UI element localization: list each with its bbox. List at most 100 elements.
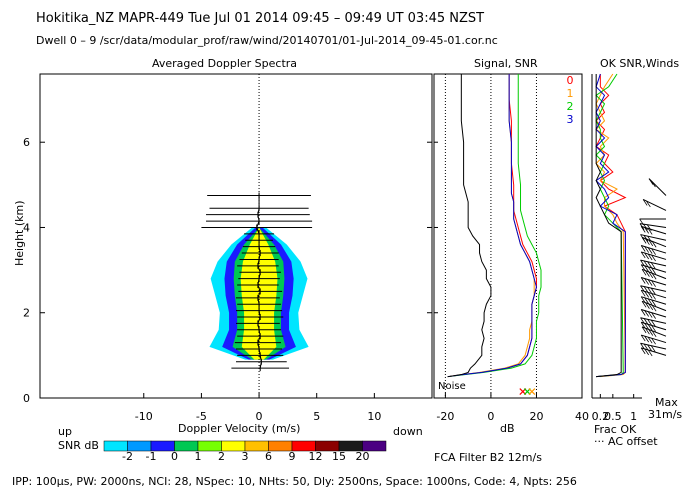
snr-title: Signal, SNR (474, 57, 538, 70)
spectra-panel: -10 -5 0 5 10 0 2 4 6 (23, 73, 433, 423)
wind-barb-shaft (639, 223, 667, 228)
wind-barb-shaft (641, 321, 667, 331)
wind-barb-feather (640, 264, 646, 271)
wind-barb-feather (647, 247, 653, 254)
wind-barb-feather (640, 334, 646, 342)
wind-barb-feather (647, 279, 653, 286)
ok-series-line (595, 73, 626, 378)
colorbar-tick-label: -1 (146, 450, 157, 463)
snr-x-tick-label: -20 (436, 410, 454, 423)
wind-barb-feather (645, 302, 650, 309)
wind-barb-feather (651, 293, 656, 300)
wind-barb-feather (640, 343, 645, 350)
wind-barb-shaft (641, 251, 667, 260)
wind-barb-feather (640, 309, 646, 316)
wind-barb-feather (651, 337, 656, 345)
wind-barb-feather (644, 335, 649, 343)
snr-series-line (447, 74, 492, 378)
wind-barb-feather (650, 345, 656, 352)
snr-frame (433, 73, 583, 399)
wind-barb-feather (651, 280, 656, 287)
wind-barb-feather (640, 290, 646, 297)
colorbar-tick-label: 2 (218, 450, 225, 463)
y-tick-label: 4 (23, 221, 30, 234)
colorbar: -2 -1 0 1 2 3 6 9 12 15 20 (103, 440, 387, 463)
legend-entry: 2 (567, 100, 574, 113)
ac-offset-label: ··· AC offset (594, 435, 658, 448)
wind-barb-feather (643, 318, 649, 325)
wind-barb-feather (647, 287, 652, 294)
snr-panel: -20 0 20 40 (433, 73, 589, 423)
wind-barb-feather (647, 292, 653, 299)
wind-barb-shaft (641, 289, 667, 299)
snr-series-line (447, 74, 542, 378)
plot-title: Hokitika_NZ MAPR-449 Tue Jul 01 2014 09:… (36, 11, 485, 26)
wind-barb-feather (644, 297, 649, 304)
wind-barb-feather (646, 224, 652, 231)
wind-barb-shaft (641, 296, 667, 305)
wind-barb-feather (651, 312, 656, 319)
wind-barb-feather (647, 298, 653, 306)
wind-barb-feather (640, 251, 646, 259)
wind-barb-feather (651, 180, 656, 188)
x-tick-label: -10 (135, 410, 153, 423)
wind-barb-feather (645, 238, 650, 245)
colorbar-tick-label: 9 (289, 450, 296, 463)
colorbar-tick-label: 20 (356, 450, 370, 463)
ok-x-tick-label: 0.2 (592, 410, 610, 423)
wind-barbs (639, 178, 667, 357)
wind-barb-feather (640, 322, 646, 329)
wind-barb-feather (648, 239, 654, 247)
noise-marker (528, 388, 536, 396)
snr-x-tick-label: 0 (487, 410, 494, 423)
wind-barb-feather (648, 271, 654, 279)
y-axis-label: Height (km) (13, 200, 26, 266)
wind-barb-feather (641, 301, 647, 308)
wind-barb-feather (645, 270, 650, 277)
wind-barb-shaft (641, 347, 667, 356)
wind-barb-feather (644, 246, 649, 253)
ok-series-line (595, 73, 624, 378)
direction-up-label: up (58, 425, 72, 438)
wind-barb-feather (644, 227, 649, 234)
wind-barb-feather (642, 199, 648, 206)
wind-barb-feather (640, 347, 646, 355)
wind-barb-feather (644, 310, 649, 317)
wind-barb-feather (648, 303, 654, 311)
wind-barb-shaft (640, 342, 667, 350)
wind-barb-shaft (641, 277, 667, 286)
wind-barb-shaft (640, 234, 667, 241)
max-label: Max (655, 396, 678, 409)
wind-barb-feather (651, 241, 657, 248)
wind-barb-feather (644, 252, 649, 260)
wind-barb-feather (650, 319, 656, 327)
wind-barb-feather (651, 304, 657, 312)
colorbar-cell (362, 440, 387, 452)
colorbar-tick-label: 12 (309, 450, 323, 463)
wind-barb-feather (643, 223, 648, 231)
snr-x-tick-label: 20 (529, 410, 543, 423)
wind-barb-feather (644, 265, 649, 272)
wind-barb-feather (640, 277, 646, 284)
wind-barb-feather (647, 235, 652, 243)
wind-barb-feather (640, 245, 646, 252)
wind-barb-feather (647, 349, 653, 357)
ok-x-tick-label: 1 (630, 410, 637, 423)
wind-barb-feather (647, 261, 652, 268)
wind-barb-feather (641, 326, 647, 334)
y-tick-label: 6 (23, 136, 30, 149)
parameter-line: IPP: 100μs, PW: 2000ns, NCI: 28, NSpec: … (12, 475, 577, 488)
wind-barb-feather (647, 266, 653, 274)
y-tick-label: 0 (23, 392, 30, 405)
legend-entry: 3 (567, 113, 574, 126)
wind-barb-shaft (641, 334, 667, 344)
wind-barb-feather (651, 267, 656, 275)
wind-barb-feather (644, 291, 649, 298)
colorbar-tick-label: 0 (171, 450, 178, 463)
wind-barb-feather (640, 226, 646, 233)
ok-x-tick-label: 0.5 (604, 410, 622, 423)
wind-barb-feather (640, 259, 645, 267)
colorbar-tick-label: -2 (122, 450, 133, 463)
